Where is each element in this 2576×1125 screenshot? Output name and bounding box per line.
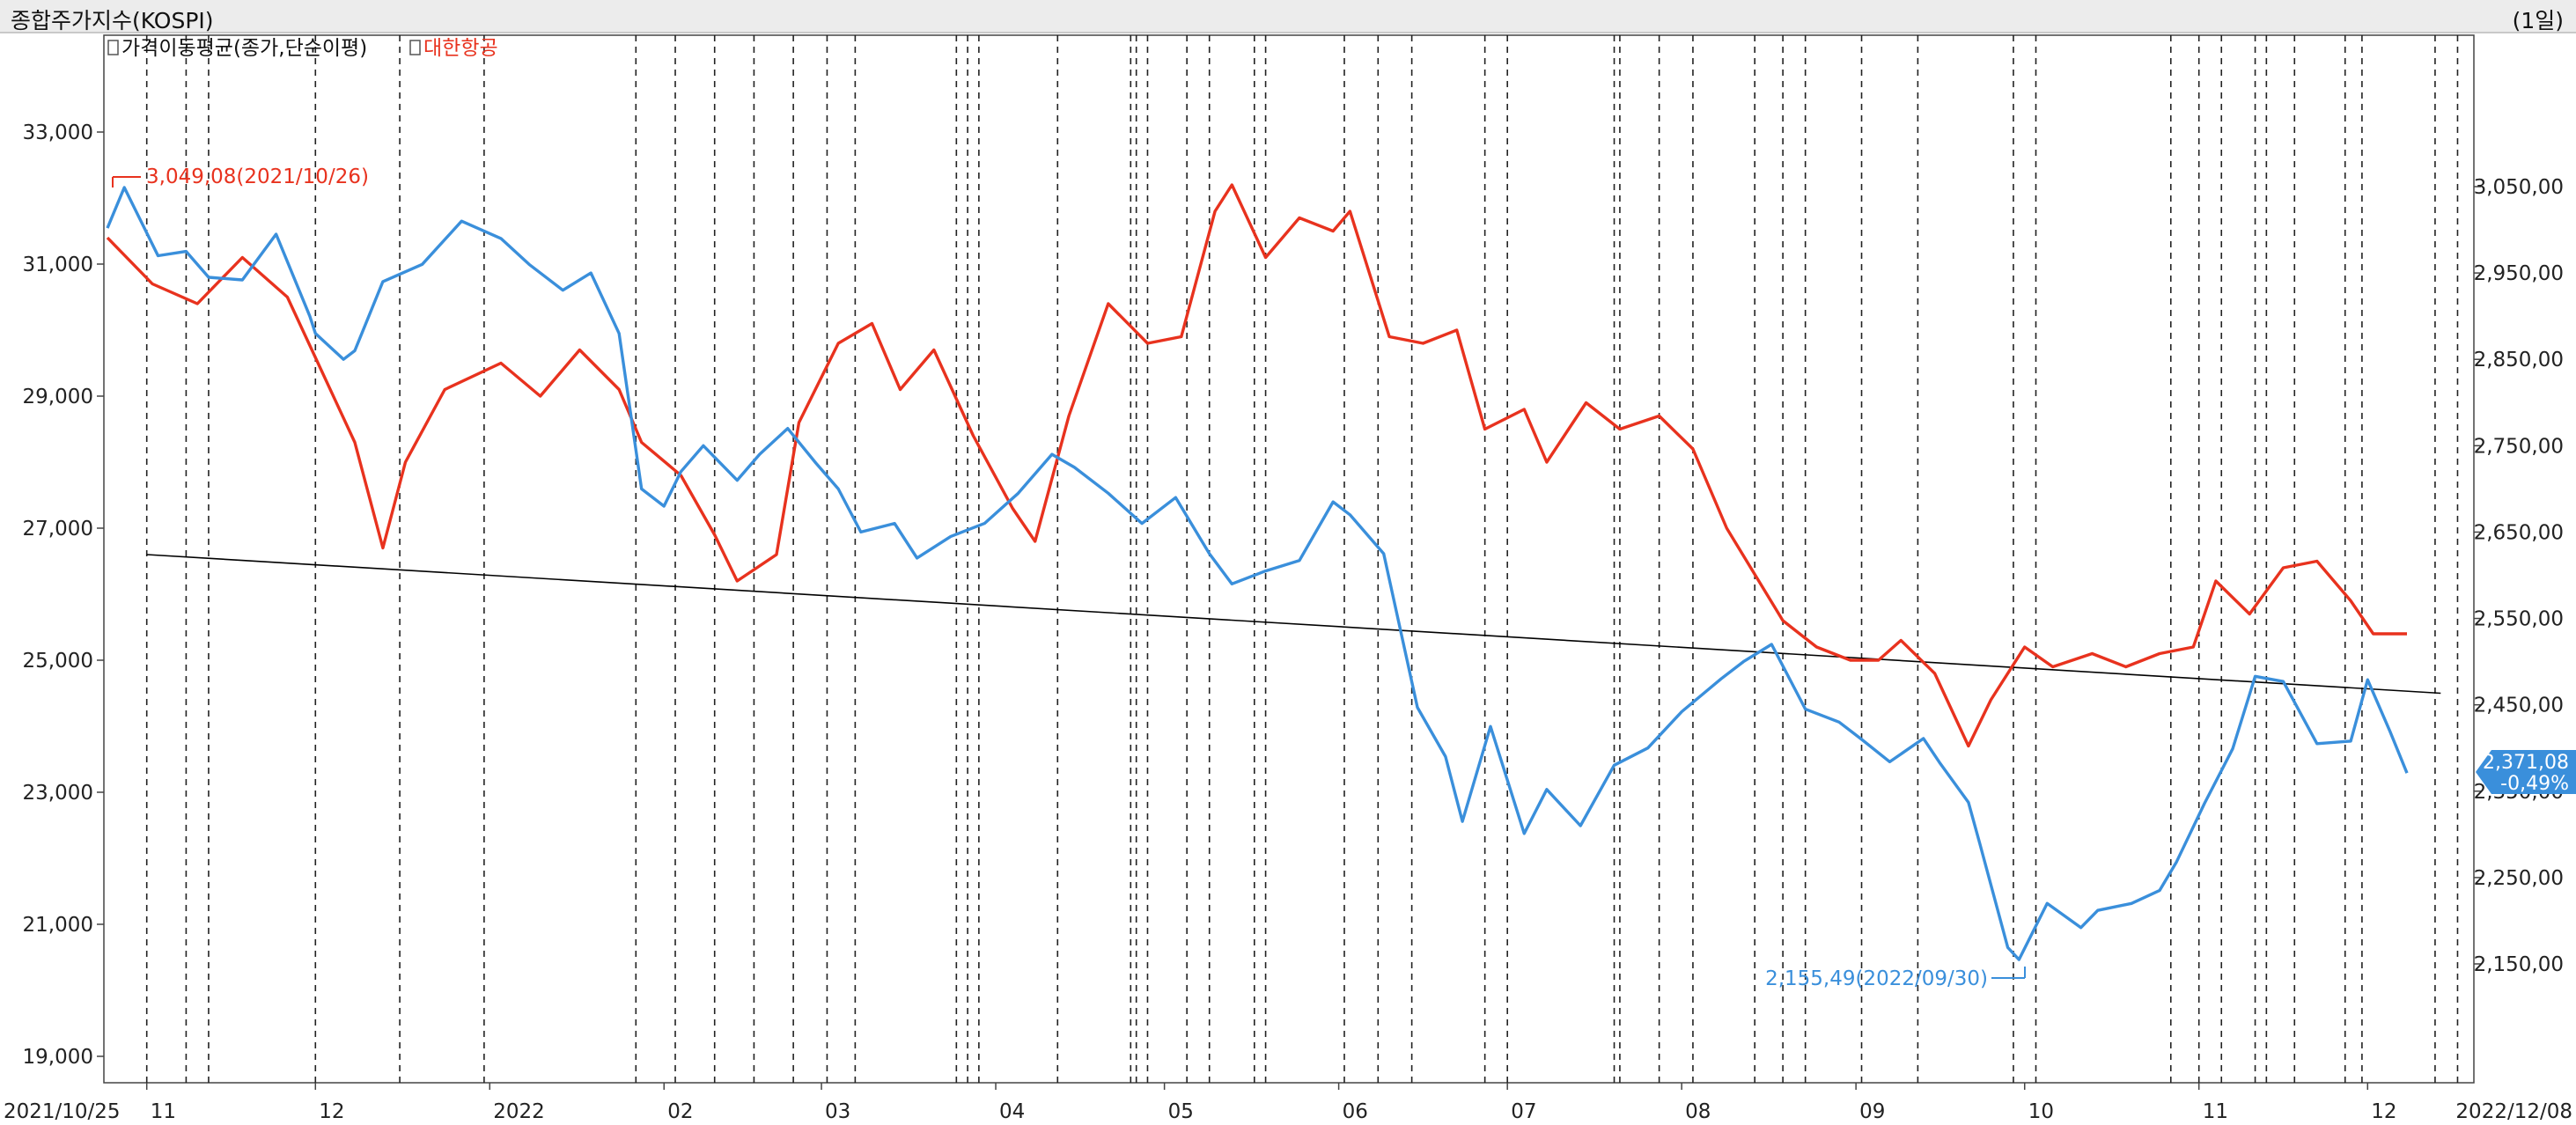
left-tick-label: 19,000: [23, 1046, 93, 1069]
left-tick-label: 27,000: [23, 518, 93, 540]
x-tick-label: 07: [1511, 1100, 1536, 1123]
trend-line: [146, 554, 2441, 695]
last-value-change: -0,49%: [2500, 773, 2569, 795]
x-tick-label: 09: [1859, 1100, 1885, 1123]
left-tick-label: 23,000: [23, 782, 93, 805]
x-tick-label: 11: [2203, 1100, 2228, 1123]
series-line-kospi: [106, 186, 2409, 961]
x-tick-label: 12: [319, 1100, 344, 1123]
x-tick-label: 05: [1168, 1100, 1194, 1123]
x-tick-label: 10: [2028, 1100, 2054, 1123]
right-tick-label: 2,850,00: [2474, 349, 2564, 371]
series-line-korean-air: [106, 183, 2407, 748]
last-value-price: 2,371,08: [2483, 752, 2569, 774]
left-tick-label: 33,000: [23, 121, 93, 144]
x-start-date: 2021/10/25: [4, 1100, 121, 1123]
chart-title-bar: 종합주가지수(KOSPI) (1일): [0, 0, 2576, 33]
right-tick-label: 2,250,00: [2474, 867, 2564, 890]
x-tick-label: 02: [667, 1100, 693, 1123]
x-tick-label: 03: [825, 1100, 850, 1123]
right-tick-label: 2,950,00: [2474, 262, 2564, 285]
plot-frame: [103, 34, 2475, 1084]
x-tick-label: 12: [2371, 1100, 2396, 1123]
low-annotation: 2,155,49(2022/09/30): [1765, 967, 1988, 990]
right-tick-label: 2,650,00: [2474, 521, 2564, 544]
x-end-date: 2022/12/08: [2455, 1100, 2572, 1123]
chart-area[interactable]: 19,000 21,000 23,000 25,000 27,000 29,000 31,0…: [0, 33, 2576, 1125]
left-tick-label: 31,000: [23, 254, 93, 276]
legend-item-moving-average: 가격이동평균(종가,단순이평): [121, 37, 367, 60]
chart-title: 종합주가지수(KOSPI): [11, 8, 214, 33]
right-tick-label: 2,750,00: [2474, 435, 2564, 458]
x-tick-label: 2022: [493, 1100, 545, 1123]
x-tick-label: 11: [151, 1100, 176, 1123]
left-tick-label: 29,000: [23, 386, 93, 408]
right-tick-label: 2,150,00: [2474, 953, 2564, 976]
right-tick-label: 3,050,00: [2474, 176, 2564, 199]
right-tick-label: 2,450,00: [2474, 695, 2564, 717]
left-tick-label: 21,000: [23, 914, 93, 937]
legend-swatch: [409, 40, 421, 55]
high-annotation: 3,049,08(2021/10/26): [146, 165, 369, 188]
period-label: (1일): [2512, 8, 2564, 33]
legend-swatch: [107, 40, 119, 55]
x-tick-label: 08: [1685, 1100, 1711, 1123]
x-tick-label: 06: [1343, 1100, 1368, 1123]
x-tick-label: 04: [999, 1100, 1025, 1123]
left-tick-label: 25,000: [23, 650, 93, 673]
right-tick-label: 2,550,00: [2474, 608, 2564, 631]
legend-item-korean-air: 대한항공: [423, 37, 498, 60]
last-value-badge: [2476, 750, 2576, 794]
